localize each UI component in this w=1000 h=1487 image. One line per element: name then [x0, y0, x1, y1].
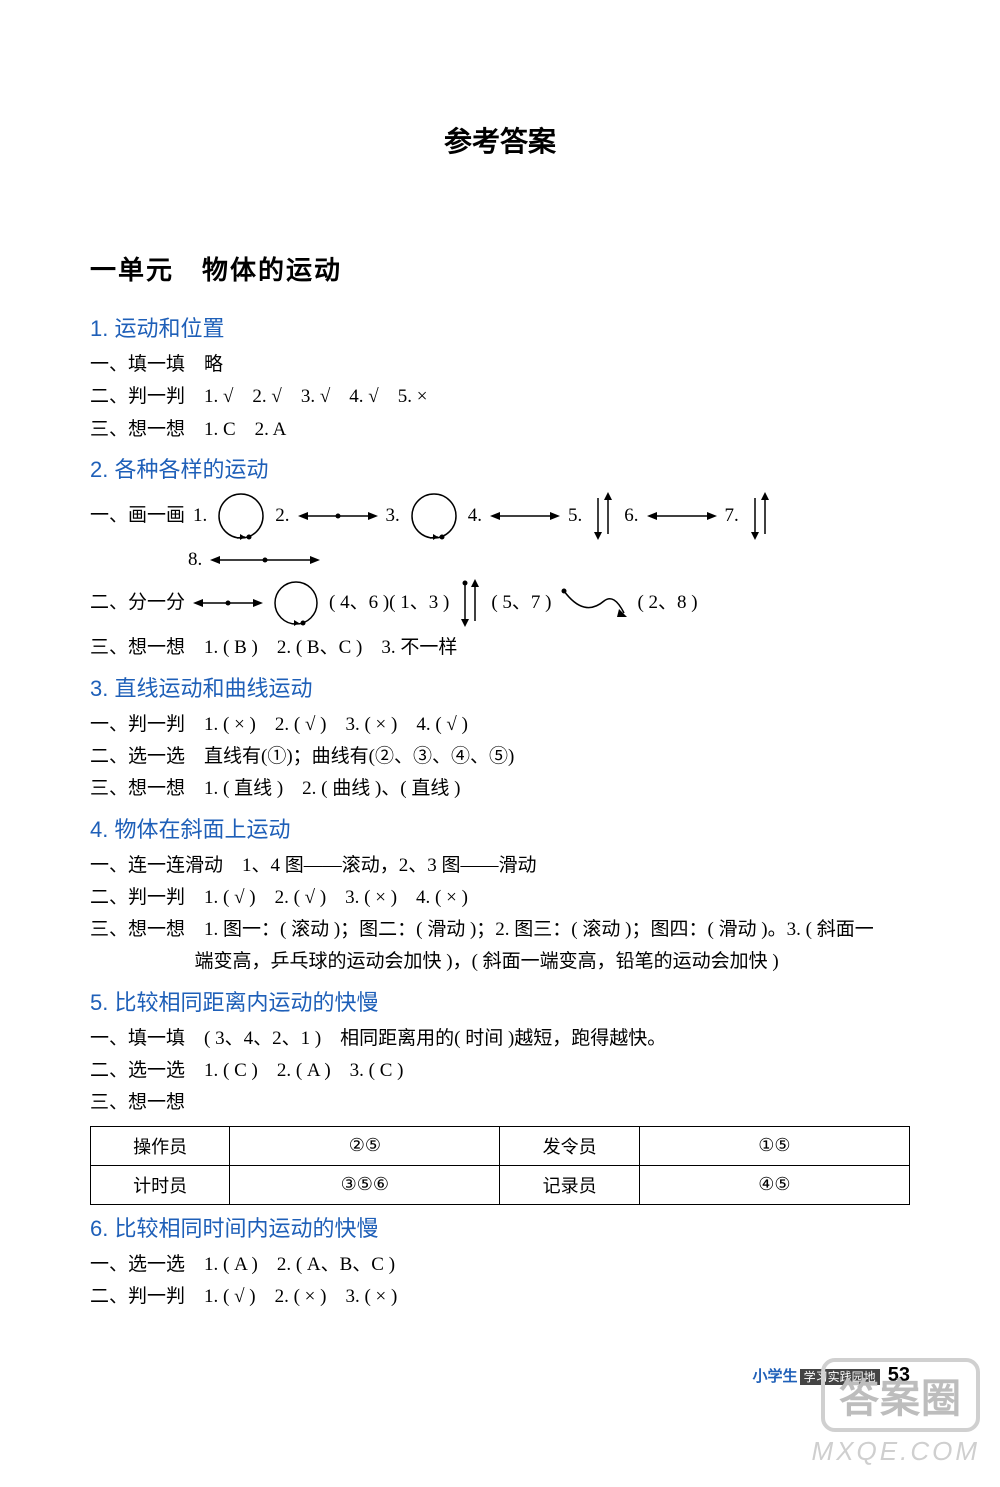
diagram-line-left-right: [490, 506, 560, 526]
n8: 8.: [188, 546, 202, 575]
s2-row2: 二、分一分 ( 4、6 )( 1、3 ) ( 5、7 ) ( 2、8 ): [90, 578, 910, 628]
cat-curve: [559, 583, 629, 623]
s5-table: 操作员 ②⑤ 发令员 ①⑤ 计时员 ③⑤⑥ 记录员 ④⑤: [90, 1126, 910, 1205]
section-5-title: 5. 比较相同距离内运动的快慢: [90, 985, 910, 1017]
cell: ①⑤: [639, 1126, 909, 1165]
cat-updown: [457, 579, 483, 627]
section-1-title: 1. 运动和位置: [90, 311, 910, 343]
s4-l3b: 端变高，乒乓球的运动会加快 )，( 斜面一端变高，铅笔的运动会加快 ): [90, 946, 910, 978]
cell: 记录员: [500, 1165, 639, 1204]
cell: ③⑤⑥: [230, 1165, 500, 1204]
s4-l1: 一、连一连滑动 1、4 图——滚动，2、3 图——滑动: [90, 850, 910, 882]
diagram-line-both-8: [210, 550, 320, 570]
cell: 发令员: [500, 1126, 639, 1165]
watermark-url: MXQE.COM: [812, 1436, 980, 1467]
s2-row1: 一、画一画 1. 2. 3. 4. 5. 6. 7.: [90, 490, 910, 542]
s3-l1: 一、判一判 1. ( × ) 2. ( √ ) 3. ( × ) 4. ( √ …: [90, 709, 910, 741]
section-6-title: 6. 比较相同时间内运动的快慢: [90, 1211, 910, 1243]
unit-title: 一单元 物体的运动: [90, 250, 910, 287]
s4-l2: 二、判一判 1. ( √ ) 2. ( √ ) 3. ( × ) 4. ( × …: [90, 882, 910, 914]
s2-row1-label: 一、画一画: [90, 502, 185, 531]
page-title: 参考答案: [90, 120, 910, 160]
s2-l3: 三、想一想 1. ( B ) 2. ( B、C ) 3. 不一样: [90, 632, 910, 664]
s3-l3: 三、想一想 1. ( 直线 ) 2. ( 曲线 )、( 直线 ): [90, 773, 910, 805]
cat-circle: [271, 578, 321, 628]
table-row: 计时员 ③⑤⑥ 记录员 ④⑤: [91, 1165, 910, 1204]
diagram-updown-2: [747, 492, 773, 540]
page-root: 参考答案 一单元 物体的运动 1. 运动和位置 一、填一填 略 二、判一判 1.…: [0, 0, 1000, 1373]
watermark: 答案圈 MXQE.COM: [812, 1358, 980, 1467]
cell: ②⑤: [230, 1126, 500, 1165]
n2: 2.: [275, 502, 289, 531]
n1: 1.: [193, 502, 207, 531]
s2-row2-label: 二、分一分: [90, 589, 185, 618]
cell: 计时员: [91, 1165, 230, 1204]
g1: ( 4、6 )( 1、3 ): [329, 589, 449, 618]
g2: ( 5、7 ): [491, 589, 551, 618]
s6-l1: 一、选一选 1. ( A ) 2. ( A、B、C ): [90, 1249, 910, 1281]
diagram-line-both-arrows: [298, 506, 378, 526]
section-4-title: 4. 物体在斜面上运动: [90, 812, 910, 844]
footer-brand: 小学生: [753, 1368, 798, 1385]
n5: 5.: [568, 502, 582, 531]
n6: 6.: [624, 502, 638, 531]
cell: ④⑤: [639, 1165, 909, 1204]
s1-l3: 三、想一想 1. C 2. A: [90, 414, 910, 446]
cell: 操作员: [91, 1126, 230, 1165]
s1-l2: 二、判一判 1. √ 2. √ 3. √ 4. √ 5. ×: [90, 381, 910, 413]
s2-row1b: 8.: [90, 546, 910, 575]
s5-l3: 三、想一想: [90, 1087, 910, 1119]
cat-line: [193, 593, 263, 613]
n7: 7.: [725, 502, 739, 531]
watermark-logo: 答案圈: [821, 1358, 980, 1432]
table-row: 操作员 ②⑤ 发令员 ①⑤: [91, 1126, 910, 1165]
diagram-circle-rotate-1: [215, 490, 267, 542]
section-2-title: 2. 各种各样的运动: [90, 452, 910, 484]
section-3-title: 3. 直线运动和曲线运动: [90, 671, 910, 703]
g3: ( 2、8 ): [637, 589, 697, 618]
diagram-circle-rotate-2: [408, 490, 460, 542]
s5-l1: 一、填一填 ( 3、4、2、1 ) 相同距离用的( 时间 )越短，跑得越快。: [90, 1023, 910, 1055]
diagram-line-left-right-2: [647, 506, 717, 526]
diagram-updown-1: [590, 492, 616, 540]
s1-l1: 一、填一填 略: [90, 349, 910, 381]
s4-l3: 三、想一想 1. 图一：( 滚动 )；图二：( 滑动 )；2. 图三：( 滚动 …: [90, 914, 910, 946]
s5-l2: 二、选一选 1. ( C ) 2. ( A ) 3. ( C ): [90, 1055, 910, 1087]
s6-l2: 二、判一判 1. ( √ ) 2. ( × ) 3. ( × ): [90, 1281, 910, 1313]
n3: 3.: [386, 502, 400, 531]
n4: 4.: [468, 502, 482, 531]
s3-l2: 二、选一选 直线有(①)；曲线有(②、③、④、⑤): [90, 741, 910, 773]
